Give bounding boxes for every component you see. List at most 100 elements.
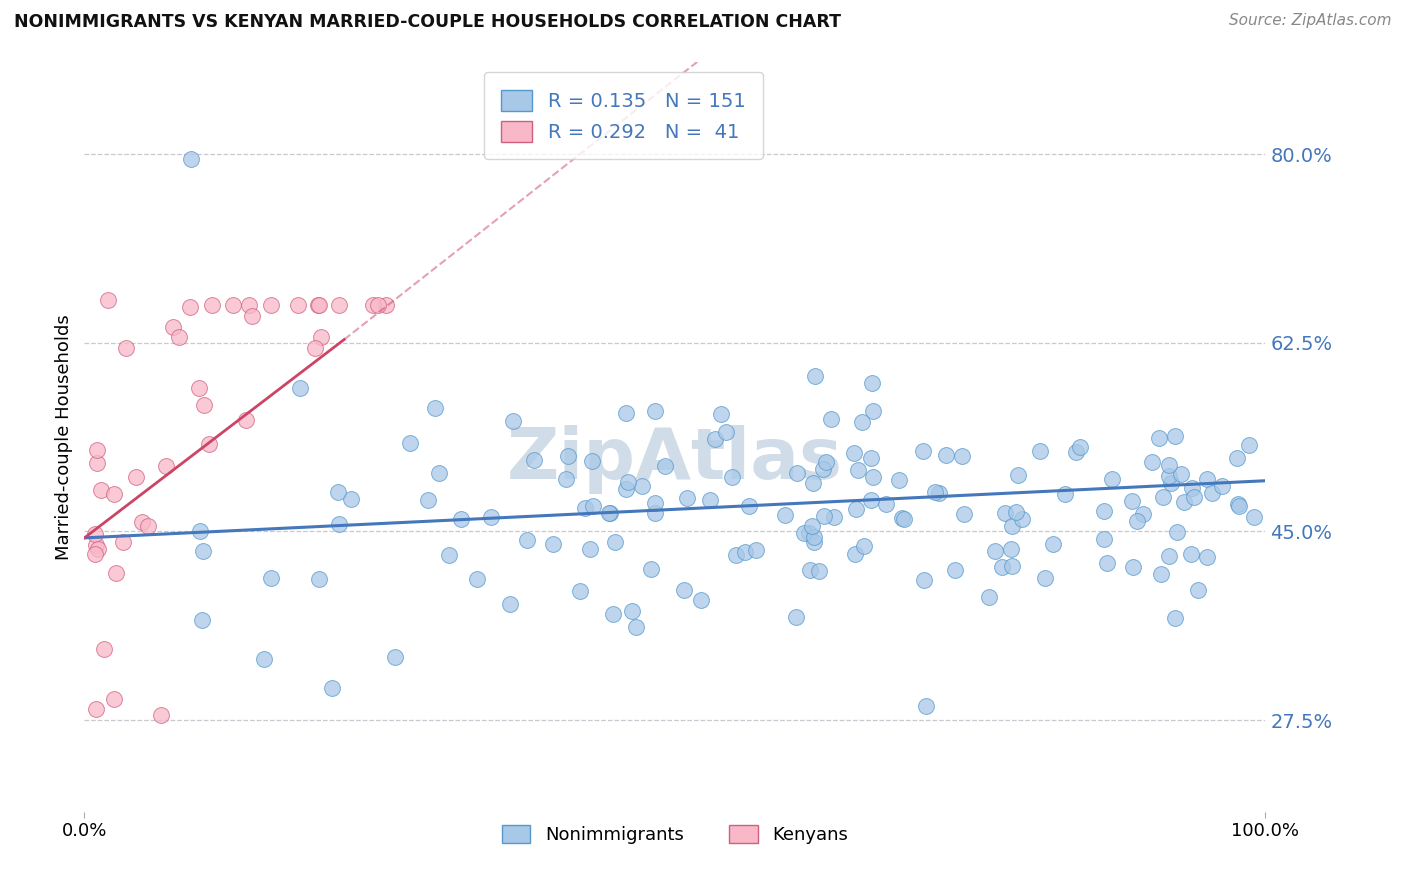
Point	[803, 368, 825, 383]
Point	[699, 492, 721, 507]
Point	[803, 534, 825, 549]
Point	[1159, 458, 1181, 472]
Point	[290, 381, 312, 395]
Point	[523, 452, 546, 467]
Point	[1173, 495, 1195, 509]
Point	[1181, 481, 1204, 495]
Point	[928, 486, 950, 500]
Point	[103, 691, 125, 706]
Point	[797, 525, 820, 540]
Point	[86, 443, 108, 458]
Point	[198, 437, 221, 451]
Point	[943, 563, 966, 577]
Point	[131, 515, 153, 529]
Point	[339, 491, 361, 506]
Point	[624, 620, 647, 634]
Point	[859, 493, 882, 508]
Point	[676, 491, 699, 505]
Point	[541, 537, 564, 551]
Point	[124, 469, 146, 483]
Point	[803, 530, 825, 544]
Y-axis label: Married-couple Households: Married-couple Households	[55, 314, 73, 560]
Point	[193, 544, 215, 558]
Point	[862, 376, 884, 391]
Point	[1160, 476, 1182, 491]
Point	[1029, 444, 1052, 458]
Point	[1163, 611, 1185, 625]
Point	[1159, 469, 1181, 483]
Point	[851, 415, 873, 429]
Point	[222, 298, 245, 312]
Point	[862, 404, 884, 418]
Point	[617, 475, 640, 489]
Point	[935, 448, 957, 462]
Point	[84, 702, 107, 716]
Point	[977, 591, 1000, 605]
Point	[555, 472, 578, 486]
Point	[1201, 486, 1223, 500]
Text: NONIMMIGRANTS VS KENYAN MARRIED-COUPLE HOUSEHOLDS CORRELATION CHART: NONIMMIGRANTS VS KENYAN MARRIED-COUPLE H…	[14, 13, 841, 31]
Point	[179, 301, 201, 315]
Point	[852, 540, 875, 554]
Point	[1095, 557, 1118, 571]
Point	[253, 652, 276, 666]
Point	[498, 597, 520, 611]
Point	[416, 493, 439, 508]
Point	[375, 298, 398, 312]
Point	[950, 449, 973, 463]
Point	[1066, 445, 1088, 459]
Point	[1142, 455, 1164, 469]
Point	[114, 341, 136, 355]
Point	[307, 298, 329, 312]
Legend: Nonimmigrants, Kenyans: Nonimmigrants, Kenyans	[495, 818, 855, 851]
Point	[260, 298, 283, 312]
Point	[1101, 472, 1123, 486]
Point	[801, 475, 824, 490]
Point	[793, 525, 815, 540]
Point	[1152, 490, 1174, 504]
Point	[423, 401, 446, 416]
Point	[574, 501, 596, 516]
Point	[1005, 505, 1028, 519]
Point	[984, 543, 1007, 558]
Point	[328, 298, 350, 312]
Point	[104, 566, 127, 580]
Point	[1001, 558, 1024, 573]
Point	[328, 484, 350, 499]
Point	[990, 560, 1012, 574]
Point	[860, 451, 883, 466]
Point	[321, 681, 343, 695]
Point	[557, 450, 579, 464]
Point	[1042, 537, 1064, 551]
Point	[915, 699, 938, 714]
Point	[814, 455, 837, 469]
Point	[1126, 514, 1149, 528]
Point	[724, 548, 747, 562]
Point	[745, 543, 768, 558]
Point	[581, 500, 603, 514]
Text: ZipAtlas: ZipAtlas	[508, 425, 842, 494]
Point	[1243, 509, 1265, 524]
Text: Source: ZipAtlas.com: Source: ZipAtlas.com	[1229, 13, 1392, 29]
Point	[188, 524, 211, 539]
Point	[644, 404, 666, 418]
Point	[1159, 549, 1181, 564]
Point	[599, 506, 621, 520]
Point	[602, 607, 624, 622]
Point	[846, 463, 869, 477]
Point	[844, 547, 866, 561]
Point	[614, 406, 637, 420]
Point	[820, 412, 842, 426]
Point	[1180, 547, 1202, 561]
Point	[598, 506, 620, 520]
Point	[716, 425, 738, 439]
Point	[721, 470, 744, 484]
Point	[773, 508, 796, 522]
Point	[479, 510, 502, 524]
Point	[813, 509, 835, 524]
Point	[427, 467, 450, 481]
Point	[191, 613, 214, 627]
Point	[1000, 541, 1022, 556]
Point	[111, 535, 134, 549]
Point	[138, 518, 160, 533]
